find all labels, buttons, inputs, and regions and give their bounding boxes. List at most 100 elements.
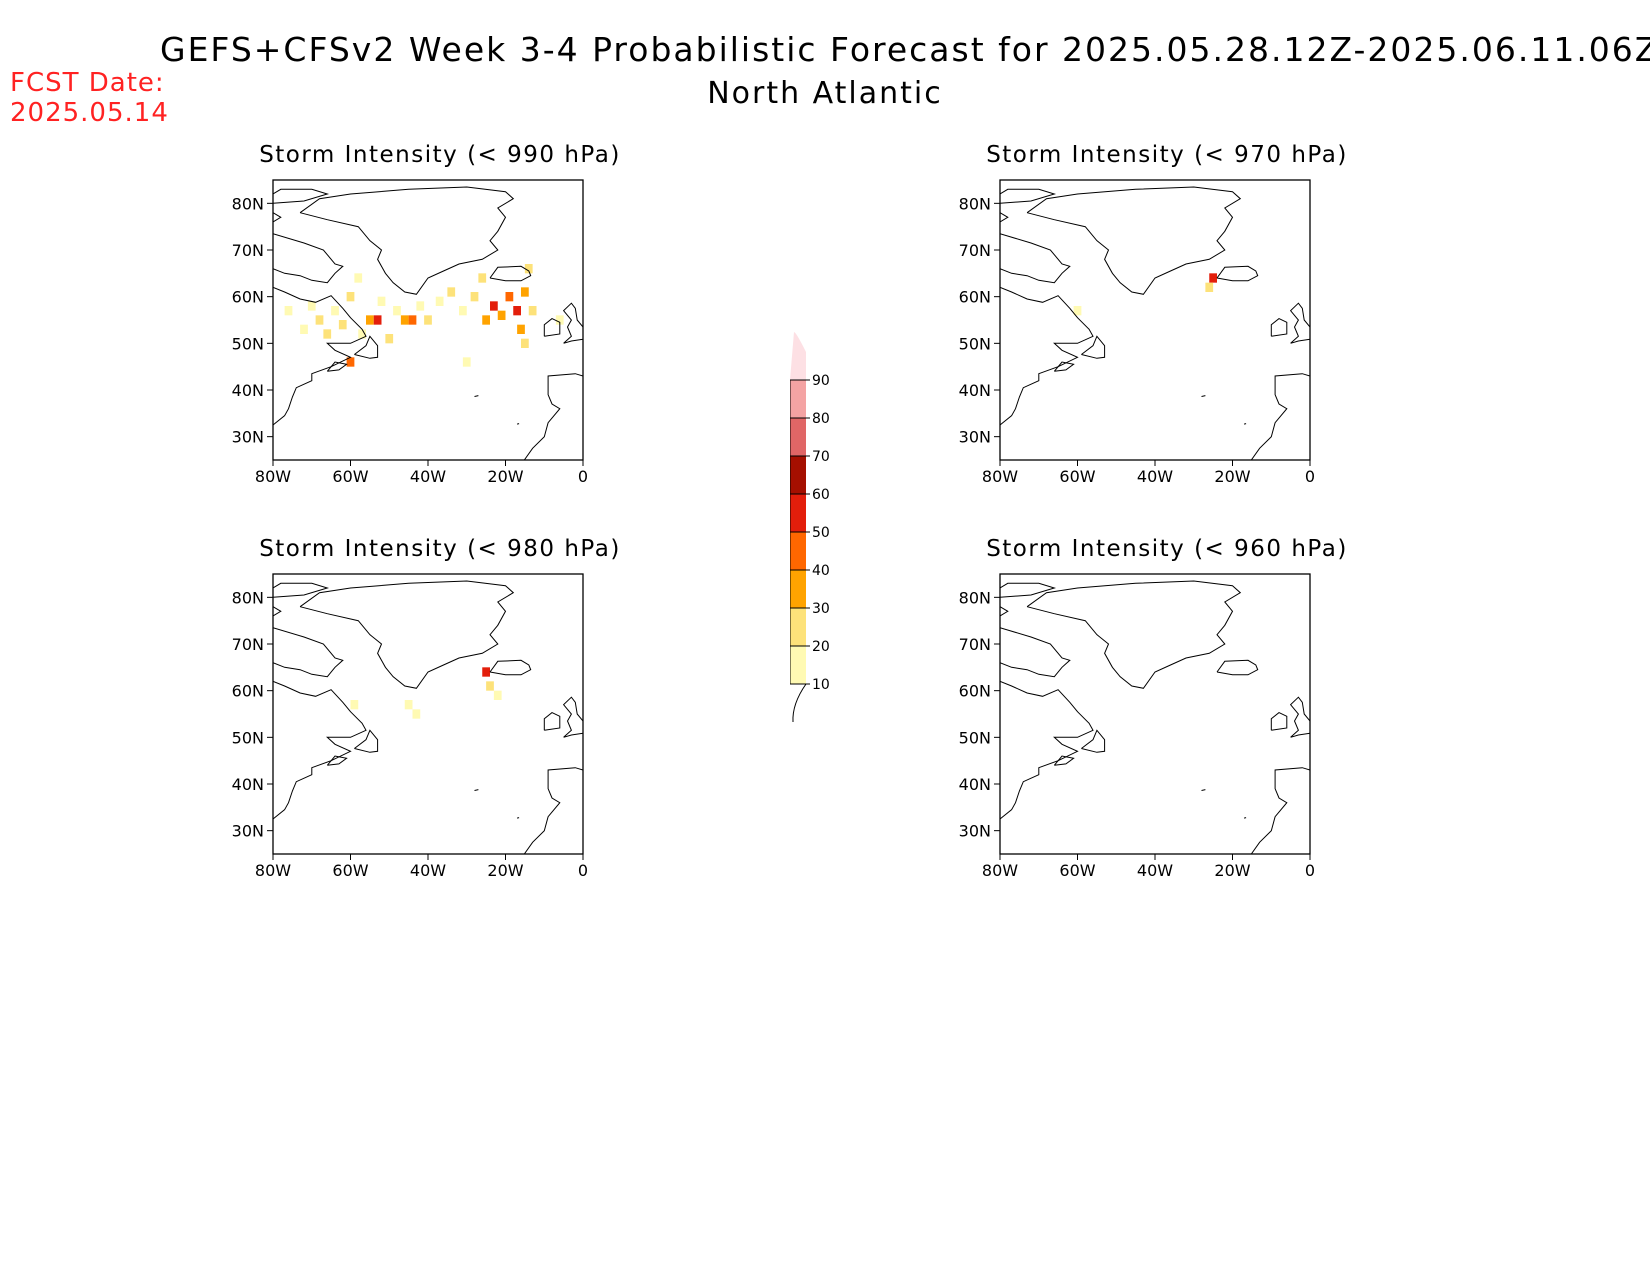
probability-cell bbox=[416, 301, 425, 311]
y-tick-label: 60N bbox=[232, 682, 264, 701]
probability-cell bbox=[459, 306, 467, 316]
x-tick-label: 80W bbox=[982, 467, 1018, 486]
probability-cell bbox=[408, 315, 417, 325]
y-tick-label: 30N bbox=[232, 822, 264, 841]
x-tick-label: 0 bbox=[578, 861, 588, 880]
colorbar-label: 20 bbox=[812, 639, 830, 655]
probability-cell bbox=[366, 315, 374, 325]
colorbar-label: 70 bbox=[812, 449, 830, 465]
fcst-date-caption: FCST Date: bbox=[10, 68, 165, 98]
map-frame bbox=[272, 573, 584, 855]
probability-cell bbox=[1073, 306, 1082, 316]
colorbar-label: 40 bbox=[812, 563, 830, 579]
y-tick-label: 50N bbox=[232, 728, 264, 747]
probability-cell bbox=[555, 315, 564, 325]
y-tick-label: 60N bbox=[959, 682, 991, 701]
coastline bbox=[1053, 361, 1075, 372]
chart-title: GEFS+CFSv2 Week 3-4 Probabilistic Foreca… bbox=[160, 30, 1650, 69]
x-tick-label: 0 bbox=[1305, 861, 1315, 880]
coastline bbox=[1270, 712, 1288, 731]
probability-cell bbox=[528, 306, 537, 316]
probability-cell bbox=[307, 301, 316, 311]
panel-title: Storm Intensity (< 970 hPa) bbox=[986, 142, 1348, 168]
coastline bbox=[602, 250, 660, 306]
y-tick-label: 80N bbox=[959, 588, 991, 607]
coastline bbox=[543, 318, 561, 337]
y-tick-label: 40N bbox=[959, 381, 991, 400]
coastline bbox=[1000, 212, 1009, 223]
panel-970: Storm Intensity (< 970 hPa) 80N 70N 60N 50N… bbox=[959, 142, 1367, 522]
coastline bbox=[1000, 286, 1094, 426]
colorbar-top-cap bbox=[790, 332, 806, 380]
coastline bbox=[1081, 729, 1106, 753]
x-tick-label: 20W bbox=[487, 861, 523, 880]
panel-title: Storm Intensity (< 980 hPa) bbox=[259, 536, 621, 562]
probability-cell bbox=[447, 287, 456, 297]
x-tick-label: 20W bbox=[1214, 861, 1250, 880]
coastline bbox=[1243, 817, 1247, 819]
y-tick-label: 80N bbox=[232, 588, 264, 607]
x-tick-label: 40W bbox=[410, 467, 446, 486]
coastline bbox=[299, 580, 515, 689]
probability-cell bbox=[482, 667, 490, 677]
coastline bbox=[1270, 318, 1288, 337]
coastline bbox=[354, 335, 379, 359]
colorbar-segment bbox=[790, 532, 806, 570]
probability-cell bbox=[482, 315, 490, 325]
probability-cell bbox=[404, 700, 413, 710]
coastline bbox=[1026, 580, 1242, 689]
colorbar-svg: 10 20 30 40 50 60 70 80 90 bbox=[789, 332, 830, 723]
panel-title: Storm Intensity (< 960 hPa) bbox=[986, 536, 1348, 562]
y-tick-label: 40N bbox=[959, 775, 991, 794]
forecast-date-label: FCST Date: 2025.05.14 bbox=[10, 68, 169, 128]
x-tick-label: 60W bbox=[1059, 467, 1095, 486]
coastline bbox=[273, 680, 367, 820]
x-tick-label: 60W bbox=[332, 467, 368, 486]
probability-cell bbox=[373, 315, 382, 325]
probability-cell bbox=[478, 273, 487, 283]
probability-cell bbox=[354, 273, 363, 283]
coastline bbox=[1243, 423, 1247, 425]
probability-cell bbox=[521, 287, 529, 297]
coastline bbox=[273, 582, 330, 598]
x-tick-label: 40W bbox=[1137, 861, 1173, 880]
coastline bbox=[1289, 696, 1310, 738]
probability-cell bbox=[412, 709, 421, 719]
coastline bbox=[1000, 627, 1071, 678]
coastline bbox=[326, 361, 348, 372]
coastlines bbox=[1000, 186, 1387, 460]
colorbar-label: 90 bbox=[812, 373, 830, 389]
probability-cell bbox=[377, 296, 386, 306]
panel-980: Storm Intensity (< 980 hPa) 80N 70N 60N 50N… bbox=[232, 536, 640, 916]
probability-cell bbox=[497, 310, 506, 320]
y-tick-label: 70N bbox=[232, 241, 264, 260]
probability-cell bbox=[435, 296, 444, 306]
coastline bbox=[543, 712, 561, 731]
probability-cell bbox=[493, 690, 502, 700]
x-tick-label: 20W bbox=[1214, 467, 1250, 486]
map-frame bbox=[999, 179, 1311, 461]
coastline bbox=[1026, 186, 1242, 295]
coastline bbox=[516, 817, 520, 819]
probability-cell bbox=[505, 292, 514, 302]
coastline bbox=[273, 606, 282, 617]
probability-cell bbox=[486, 681, 494, 691]
probability-cell bbox=[490, 301, 498, 311]
coastline bbox=[1000, 606, 1009, 617]
map-990: 80N 70N 60N 50N 40N 30N 80W 60W 40W 20W 0 bbox=[232, 179, 588, 486]
probability-cell bbox=[346, 292, 355, 302]
y-tick-label: 70N bbox=[232, 635, 264, 654]
y-tick-label: 30N bbox=[232, 428, 264, 447]
coastline bbox=[516, 423, 520, 425]
coastline bbox=[474, 789, 479, 791]
coastline bbox=[1329, 250, 1387, 306]
probability-cell bbox=[385, 334, 394, 344]
probability-field bbox=[1073, 273, 1217, 316]
coastline bbox=[562, 302, 583, 344]
x-tick-label: 80W bbox=[255, 467, 291, 486]
colorbar-segment bbox=[790, 456, 806, 494]
coastline bbox=[1201, 789, 1206, 791]
x-tick-label: 60W bbox=[332, 861, 368, 880]
y-tick-label: 30N bbox=[959, 822, 991, 841]
coastline bbox=[326, 755, 348, 766]
